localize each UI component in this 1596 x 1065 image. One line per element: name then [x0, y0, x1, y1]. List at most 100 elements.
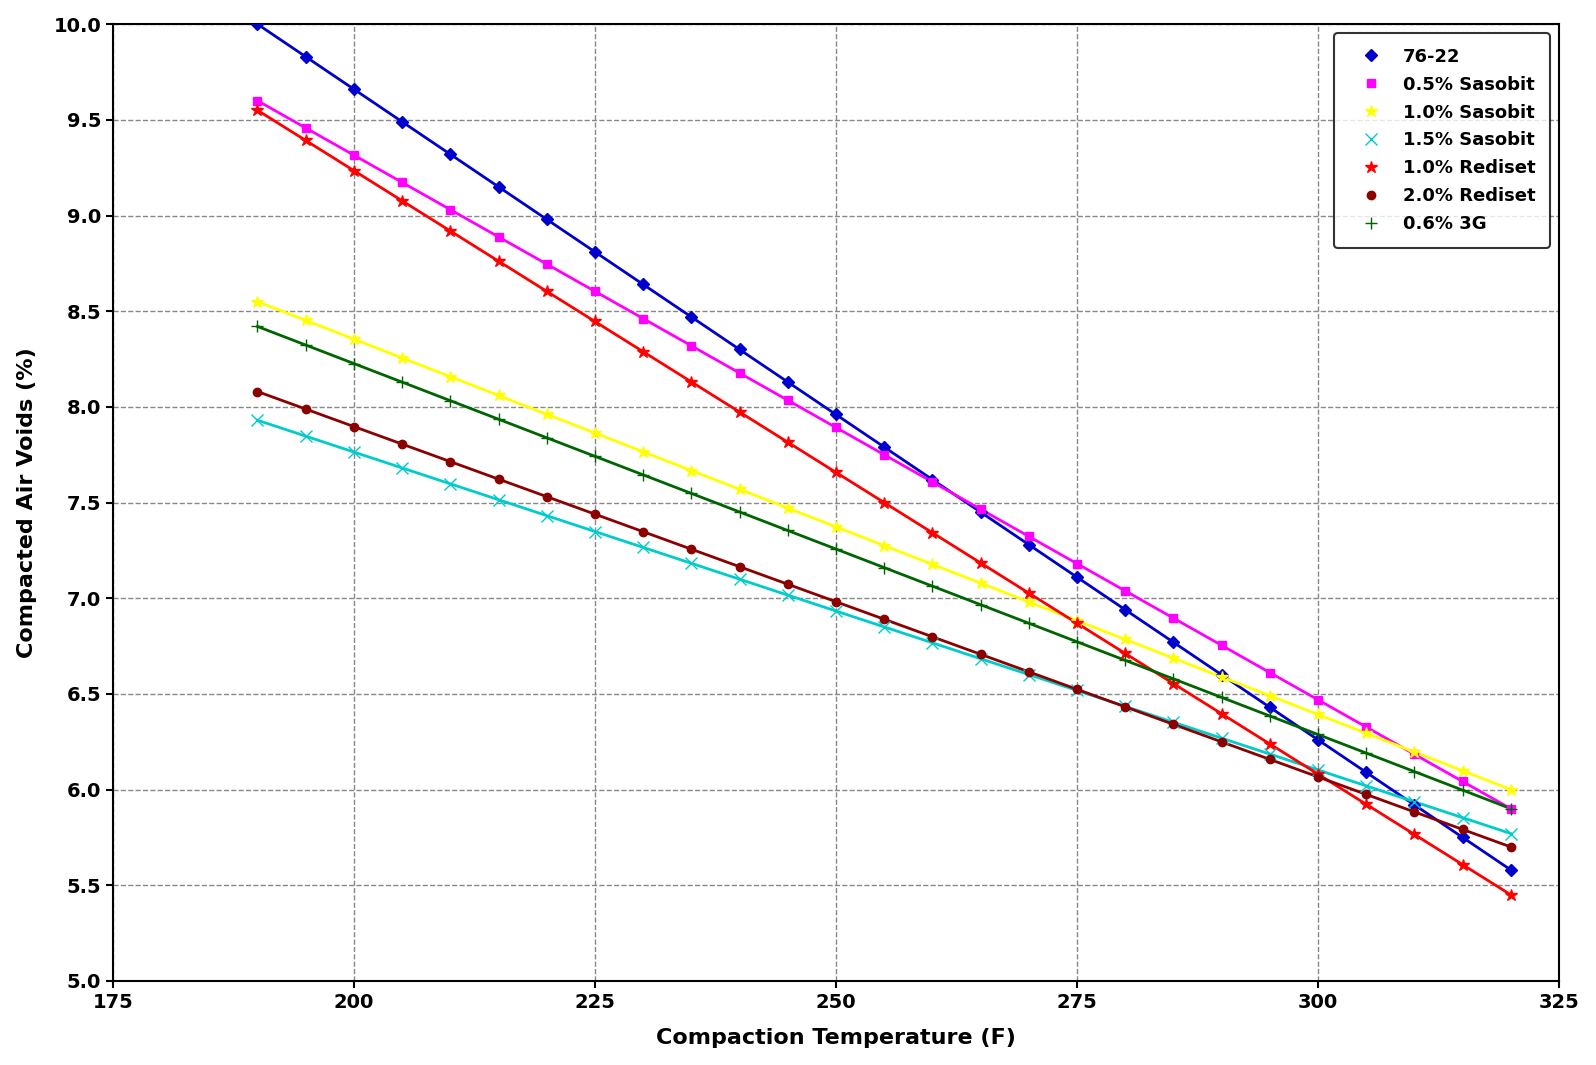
- 1.0% Rediset: [586, 315, 605, 328]
- 1.0% Sasobit: [1452, 765, 1472, 777]
- 2.0% Rediset: [827, 595, 846, 608]
- 2.0% Rediset: [345, 421, 364, 433]
- 2.0% Rediset: [1404, 805, 1424, 818]
- Line: 0.5% Sasobit: 0.5% Sasobit: [254, 97, 1515, 813]
- 2.0% Rediset: [1116, 701, 1135, 714]
- 1.0% Rediset: [1068, 617, 1087, 629]
- 0.6% 3G: [970, 599, 990, 611]
- 2.0% Rediset: [729, 560, 749, 573]
- 1.5% Sasobit: [729, 573, 749, 586]
- 2.0% Rediset: [779, 578, 798, 591]
- 76-22: [440, 148, 460, 161]
- 0.5% Sasobit: [1309, 693, 1328, 706]
- 76-22: [586, 245, 605, 258]
- 76-22: [827, 408, 846, 421]
- 1.0% Rediset: [488, 255, 508, 267]
- 1.0% Sasobit: [1211, 671, 1231, 684]
- 0.5% Sasobit: [393, 176, 412, 189]
- 1.0% Sasobit: [1502, 783, 1521, 796]
- 1.0% Rediset: [440, 225, 460, 237]
- 1.0% Rediset: [1404, 828, 1424, 840]
- 0.5% Sasobit: [1261, 666, 1280, 678]
- 1.0% Sasobit: [1068, 615, 1087, 627]
- 0.5% Sasobit: [440, 203, 460, 216]
- 76-22: [1357, 766, 1376, 779]
- 76-22: [779, 376, 798, 389]
- 1.0% Sasobit: [1020, 595, 1039, 608]
- 1.0% Rediset: [297, 134, 316, 147]
- 0.6% 3G: [922, 579, 942, 592]
- 1.5% Sasobit: [634, 541, 653, 554]
- 2.0% Rediset: [393, 438, 412, 450]
- 76-22: [1116, 603, 1135, 616]
- 76-22: [634, 278, 653, 291]
- 0.5% Sasobit: [247, 95, 267, 108]
- 2.0% Rediset: [1020, 666, 1039, 678]
- 2.0% Rediset: [1452, 823, 1472, 836]
- 0.5% Sasobit: [538, 258, 557, 271]
- 1.0% Rediset: [393, 195, 412, 208]
- 0.5% Sasobit: [681, 340, 701, 353]
- Line: 1.5% Sasobit: 1.5% Sasobit: [252, 414, 1516, 839]
- 1.0% Rediset: [1357, 798, 1376, 810]
- 1.0% Rediset: [922, 526, 942, 539]
- 76-22: [538, 213, 557, 226]
- 0.6% 3G: [729, 506, 749, 519]
- 1.0% Rediset: [779, 436, 798, 448]
- 2.0% Rediset: [1502, 840, 1521, 853]
- 0.6% 3G: [1452, 784, 1472, 797]
- 1.0% Sasobit: [297, 314, 316, 327]
- 0.6% 3G: [1116, 654, 1135, 667]
- 1.5% Sasobit: [1261, 748, 1280, 760]
- 2.0% Rediset: [538, 490, 557, 503]
- 0.6% 3G: [1163, 672, 1183, 685]
- 1.0% Sasobit: [779, 502, 798, 514]
- 1.0% Rediset: [634, 345, 653, 358]
- 0.6% 3G: [827, 543, 846, 556]
- 0.6% 3G: [1502, 802, 1521, 815]
- 1.0% Rediset: [827, 466, 846, 479]
- 1.5% Sasobit: [1357, 780, 1376, 792]
- 2.0% Rediset: [1211, 736, 1231, 749]
- 2.0% Rediset: [488, 473, 508, 486]
- 1.0% Sasobit: [922, 558, 942, 571]
- 1.0% Sasobit: [393, 351, 412, 364]
- 1.0% Rediset: [345, 164, 364, 177]
- 76-22: [1211, 669, 1231, 682]
- 76-22: [922, 473, 942, 486]
- 0.6% 3G: [681, 487, 701, 499]
- 76-22: [1163, 636, 1183, 649]
- 1.5% Sasobit: [1116, 700, 1135, 712]
- 2.0% Rediset: [297, 403, 316, 415]
- 0.6% 3G: [779, 524, 798, 537]
- 2.0% Rediset: [247, 386, 267, 398]
- 1.0% Sasobit: [345, 332, 364, 345]
- 2.0% Rediset: [922, 630, 942, 643]
- 1.5% Sasobit: [440, 477, 460, 490]
- 1.5% Sasobit: [1068, 684, 1087, 697]
- 0.6% 3G: [634, 469, 653, 481]
- Line: 2.0% Rediset: 2.0% Rediset: [254, 388, 1515, 851]
- 0.5% Sasobit: [729, 366, 749, 379]
- 0.6% 3G: [875, 561, 894, 574]
- 0.5% Sasobit: [297, 121, 316, 134]
- 2.0% Rediset: [1309, 770, 1328, 783]
- 1.5% Sasobit: [586, 525, 605, 538]
- 76-22: [875, 441, 894, 454]
- 0.6% 3G: [297, 339, 316, 351]
- Y-axis label: Compacted Air Voids (%): Compacted Air Voids (%): [16, 347, 37, 658]
- 0.6% 3G: [1357, 747, 1376, 759]
- 0.6% 3G: [1261, 709, 1280, 722]
- 2.0% Rediset: [970, 648, 990, 660]
- 0.5% Sasobit: [779, 394, 798, 407]
- 1.0% Rediset: [1116, 646, 1135, 659]
- 1.0% Rediset: [729, 406, 749, 419]
- 1.5% Sasobit: [827, 605, 846, 618]
- 1.0% Rediset: [1452, 858, 1472, 871]
- 1.0% Sasobit: [1163, 652, 1183, 665]
- 1.5% Sasobit: [779, 589, 798, 602]
- 1.0% Rediset: [247, 104, 267, 117]
- Line: 1.0% Sasobit: 1.0% Sasobit: [251, 295, 1518, 796]
- 1.0% Sasobit: [875, 539, 894, 552]
- 0.5% Sasobit: [345, 149, 364, 162]
